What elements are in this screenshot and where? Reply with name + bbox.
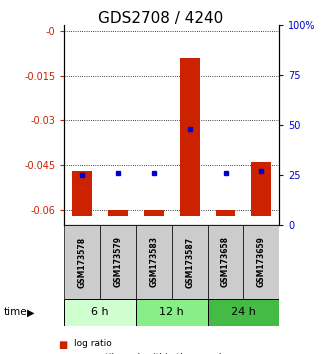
Text: 6 h: 6 h [91,307,109,318]
Text: GSM173659: GSM173659 [257,236,266,287]
Bar [172,225,208,299]
Text: GSM173579: GSM173579 [113,236,123,287]
Text: GSM173578: GSM173578 [78,236,87,287]
Bar [72,171,92,216]
Text: GSM173583: GSM173583 [149,236,158,287]
Text: 12 h: 12 h [159,307,184,318]
Text: 24 h: 24 h [231,307,256,318]
Bar [64,225,100,299]
Bar [208,225,243,299]
Bar [251,162,271,216]
Text: time: time [3,307,27,318]
Text: percentile rank within the sample: percentile rank within the sample [74,353,227,354]
Bar [64,299,136,326]
Bar [136,225,172,299]
Text: log ratio: log ratio [74,339,112,348]
Text: ■: ■ [58,340,67,350]
Text: GSM173658: GSM173658 [221,236,230,287]
Bar [208,299,279,326]
Bar [136,299,208,326]
Bar [108,210,128,216]
Bar [243,225,279,299]
Bar [100,225,136,299]
Text: GSM173587: GSM173587 [185,236,194,287]
Text: ▶: ▶ [27,307,35,318]
Bar [216,210,235,216]
Text: GDS2708 / 4240: GDS2708 / 4240 [98,11,223,25]
Bar [144,210,164,216]
Bar [180,58,200,216]
